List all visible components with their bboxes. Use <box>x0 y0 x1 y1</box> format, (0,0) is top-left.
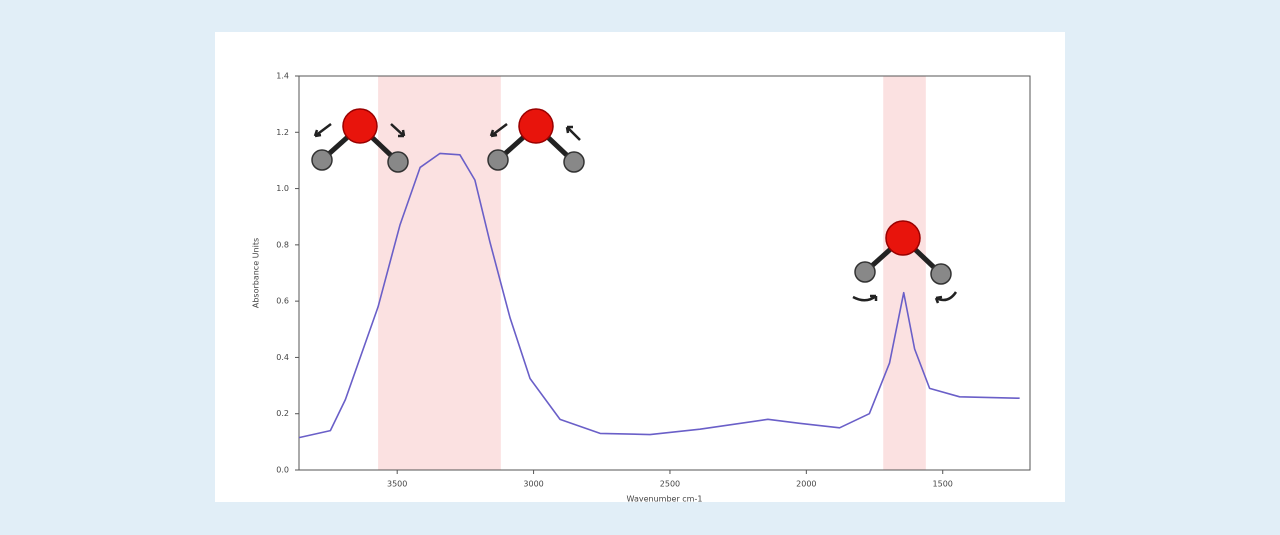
x-tick-label: 2000 <box>796 480 816 489</box>
band <box>883 76 926 470</box>
molecule-stretch-asym <box>311 108 409 173</box>
plot-frame <box>298 75 1031 471</box>
y-tick-label: 0.6 <box>276 297 289 306</box>
y-tick-label: 1.2 <box>276 128 289 137</box>
y-axis-label: Absorbance Units <box>252 238 261 308</box>
y-tick-label: 0.2 <box>276 409 289 418</box>
x-tick-label: 2500 <box>660 480 680 489</box>
plot: 0.0 0.2 0.4 0.6 0.8 1.0 1.2 1.4 3500 3000 2500 2000… <box>276 72 1020 489</box>
y-tick-label: 0.8 <box>276 240 289 249</box>
molecule-stretch-sym <box>487 108 585 173</box>
x-tick-label: 1500 <box>933 480 953 489</box>
band <box>378 76 501 470</box>
x-tick-label: 3500 <box>387 480 407 489</box>
x-tick-label: 3000 <box>523 480 543 489</box>
spectrum-line <box>298 152 1020 439</box>
y-tick-label: 0.4 <box>276 353 289 362</box>
bands <box>378 76 926 470</box>
y-tick-label: 1.4 <box>276 72 289 81</box>
molecule-bend <box>852 220 958 304</box>
y-tick-label: 0.0 <box>276 466 289 475</box>
x-axis-label: Wavenumber cm-1 <box>627 495 703 504</box>
y-tick-label: 1.0 <box>276 184 289 193</box>
